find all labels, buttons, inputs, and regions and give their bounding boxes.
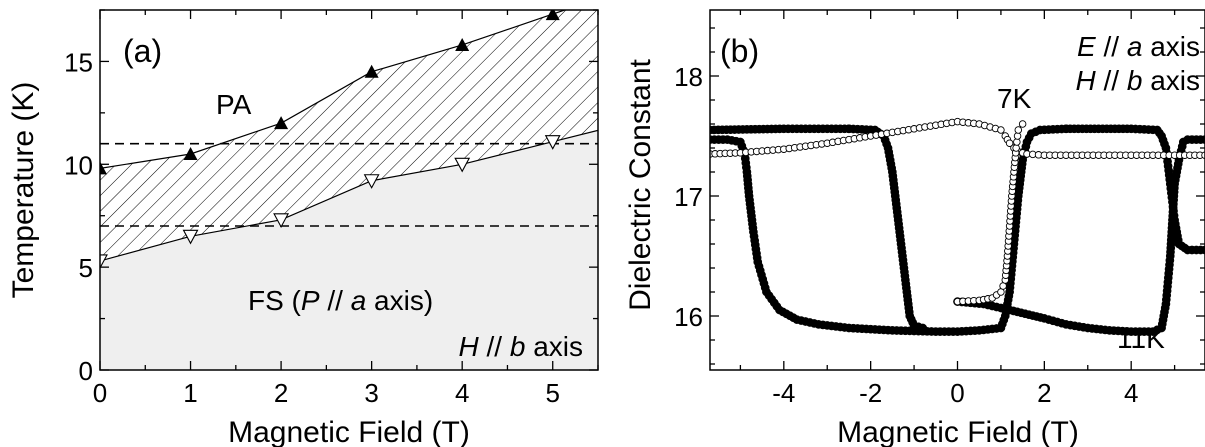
dashed-reference-lines — [100, 142, 598, 227]
x-tick-label: 2 — [274, 378, 288, 408]
x-tick-label: 1 — [183, 378, 197, 408]
filled-circle-marker — [844, 124, 854, 134]
open-circle-marker — [1018, 120, 1027, 128]
x-axis-title: Magnetic Field (T) — [228, 416, 470, 447]
efield-direction-label: E // a axis — [1077, 31, 1200, 62]
open-triangle-marker — [454, 157, 471, 173]
panel-a-frame — [99, 9, 599, 371]
pa-phase-label: PA — [216, 89, 252, 120]
field-direction-label: H // b axis — [458, 331, 583, 362]
y-tick-label: 15 — [64, 47, 93, 77]
x-tick-label: 3 — [364, 378, 378, 408]
x-tick-label: 0 — [950, 378, 964, 408]
panel-a-label: (a) — [123, 33, 162, 69]
panel-b: -4 -2 0 2 4 16 17 18 (b) E // a axis H // b axi… — [624, 9, 1205, 447]
open-circle-marker — [1013, 132, 1022, 140]
y-tick-label: 18 — [674, 62, 703, 92]
x-axis-title: Magnetic Field (T) — [837, 416, 1079, 447]
filled-triangle-marker — [455, 37, 470, 51]
series-label-7k: 7K — [997, 83, 1032, 114]
y-tick-label: 17 — [674, 182, 703, 212]
hfield-direction-label: H // b axis — [1075, 65, 1200, 96]
y-tick-label: 10 — [64, 150, 93, 180]
open-triangle-marker — [544, 135, 561, 150]
filled-triangle-marker — [274, 116, 289, 130]
open-circle-marker — [1012, 144, 1020, 152]
y-tick-label: 0 — [79, 356, 93, 386]
panel-a: 0 1 2 3 4 5 0 5 10 15 (a) PA FS (P // a axis) H /… — [7, 9, 599, 447]
open-triangle-marker — [182, 229, 199, 245]
panel-b-label: (b) — [720, 33, 759, 69]
open-triangle-marker — [100, 254, 108, 270]
filled-circle-marker — [1200, 135, 1205, 144]
filled-circle-marker — [1200, 245, 1205, 255]
panel-a-axis-ticks: 0 1 2 3 4 5 0 5 10 15 — [64, 9, 599, 408]
x-tick-label: 4 — [455, 378, 469, 408]
hatched-coexistence-region — [100, 10, 598, 261]
x-tick-label: 5 — [545, 378, 559, 408]
x-tick-label: 0 — [93, 378, 107, 408]
filled-circle-marker — [918, 323, 928, 333]
open-triangle-marker — [273, 213, 290, 228]
fs-phase-label: FS (P // a axis) — [248, 285, 433, 316]
series-label-11k: 11K — [1117, 323, 1165, 354]
y-axis-title: Temperature (K) — [7, 82, 40, 299]
y-tick-label: 16 — [674, 302, 703, 332]
x-tick-label: 2 — [1037, 378, 1051, 408]
panel-b-axis-ticks: -4 -2 0 2 4 16 17 18 — [674, 10, 1205, 408]
open-circle-marker — [1014, 126, 1023, 134]
hysteresis-curves — [710, 117, 1205, 336]
y-tick-label: 5 — [79, 253, 93, 283]
x-tick-label: 4 — [1124, 378, 1138, 408]
filled-triangle-marker — [364, 64, 379, 78]
fs-phase-region — [100, 130, 598, 370]
x-tick-label: -4 — [772, 378, 795, 408]
y-axis-title: Dielectric Constant — [624, 58, 657, 310]
open-circle-marker — [1013, 138, 1021, 146]
filled-triangle-marker — [183, 147, 198, 160]
x-tick-label: -2 — [859, 378, 882, 408]
open-triangle-marker — [363, 174, 380, 189]
open-circle-marker — [997, 126, 1005, 134]
open-circle-marker — [1005, 139, 1014, 147]
